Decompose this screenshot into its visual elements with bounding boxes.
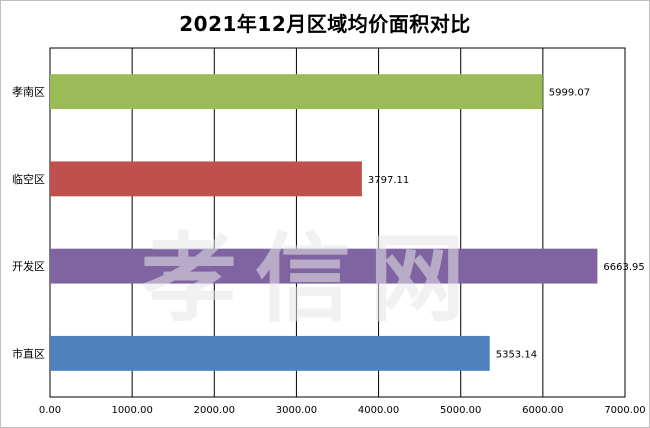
category-label: 市直区	[12, 346, 45, 360]
x-tick-label: 3000.00	[276, 405, 317, 416]
x-tick-label: 4000.00	[358, 405, 399, 416]
x-tick-label: 0.00	[39, 405, 61, 416]
x-tick-label: 1000.00	[111, 405, 152, 416]
chart-title: 2021年12月区域均价面积对比	[179, 12, 471, 36]
bar	[50, 335, 490, 371]
bar	[50, 248, 598, 284]
watermark: 孝信网	[141, 223, 483, 335]
data-label: 5353.14	[496, 349, 537, 360]
category-label: 孝南区	[12, 86, 45, 99]
bar	[50, 74, 543, 110]
data-label: 6663.95	[603, 262, 644, 273]
data-label: 3797.11	[368, 175, 409, 186]
x-tick-label: 6000.00	[522, 405, 563, 416]
x-tick-label: 5000.00	[440, 405, 481, 416]
bar-layer	[50, 74, 598, 371]
x-tick-label: 7000.00	[604, 405, 645, 416]
category-label: 临空区	[12, 172, 45, 186]
x-tick-label: 2000.00	[194, 405, 235, 416]
bar	[50, 161, 362, 197]
category-label: 开发区	[12, 259, 45, 273]
label-layer: 0.00 1000.00 2000.00 3000.00 4000.00 5000.00 6…	[12, 86, 646, 416]
data-label: 5999.07	[549, 88, 590, 99]
